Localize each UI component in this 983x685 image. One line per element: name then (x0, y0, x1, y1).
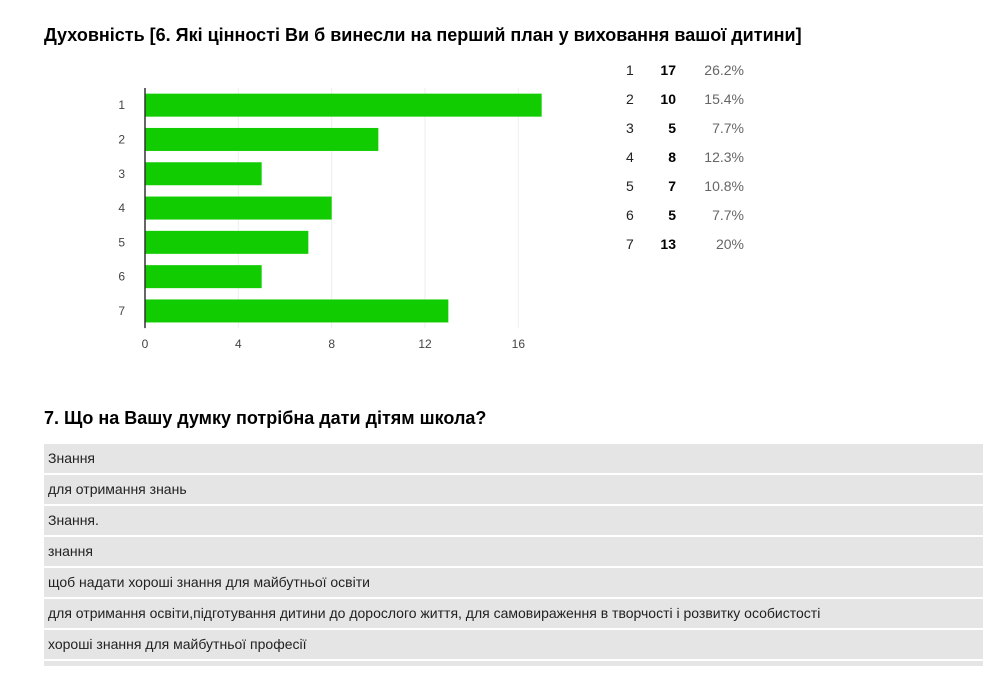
y-category-label: 7 (118, 304, 125, 318)
stats-category: 3 (626, 120, 634, 136)
bar (145, 162, 262, 186)
stats-category: 6 (626, 207, 634, 223)
answer-item: для отримання освіти,підготування дитини… (44, 599, 983, 628)
y-category-label: 3 (118, 167, 125, 181)
answer-item: знання (44, 537, 983, 566)
x-tick-label: 16 (512, 337, 526, 351)
stats-percent: 10.8% (704, 178, 744, 194)
stats-category: 5 (626, 178, 634, 194)
stats-percent: 7.7% (712, 120, 744, 136)
answer-item: хороші знання для майбутньої професії (44, 630, 983, 659)
y-category-label: 4 (118, 201, 125, 215)
question-title: 7. Що на Вашу думку потрібна дати дітям … (44, 408, 487, 428)
stats-percent: 15.4% (704, 91, 744, 107)
bar (145, 230, 309, 254)
bar (145, 196, 332, 220)
question-title: Духовність [6. Які цінності Ви б винесли… (44, 25, 802, 45)
stats-count: 8 (668, 149, 676, 165)
x-tick-label: 0 (142, 337, 149, 351)
stats-percent: 20% (715, 236, 744, 252)
stats-count: 5 (668, 120, 676, 136)
stats-category: 4 (626, 149, 634, 165)
stats-count: 10 (660, 91, 676, 107)
answer-item: для отримання знань (44, 475, 983, 504)
stats-percent: 12.3% (704, 149, 744, 165)
stats-count: 13 (660, 236, 676, 252)
y-category-label: 2 (118, 132, 125, 146)
bar (145, 299, 449, 323)
stats-percent: 26.2% (704, 62, 744, 78)
bar (145, 127, 379, 151)
x-tick-label: 8 (328, 337, 335, 351)
stats-percent: 7.7% (712, 207, 744, 223)
x-tick-label: 4 (235, 337, 242, 351)
y-category-label: 1 (118, 98, 125, 112)
answer-item: Знання. (44, 506, 983, 535)
y-category-label: 5 (118, 235, 125, 249)
stats-category: 1 (626, 62, 634, 78)
bar (145, 265, 262, 289)
stats-count: 5 (668, 207, 676, 223)
answer-item (44, 661, 983, 666)
answers-list: Знання для отримання знань Знання. знанн… (44, 444, 983, 666)
x-tick-label: 12 (418, 337, 432, 351)
stats-category: 7 (626, 236, 634, 252)
stats-category: 2 (626, 91, 634, 107)
stats-count: 17 (660, 62, 676, 78)
y-category-label: 6 (118, 270, 125, 284)
bar (145, 93, 542, 117)
answer-item: Знання (44, 444, 983, 473)
stats-count: 7 (668, 178, 676, 194)
answer-item: щоб надати хороші знання для майбутньої … (44, 568, 983, 597)
